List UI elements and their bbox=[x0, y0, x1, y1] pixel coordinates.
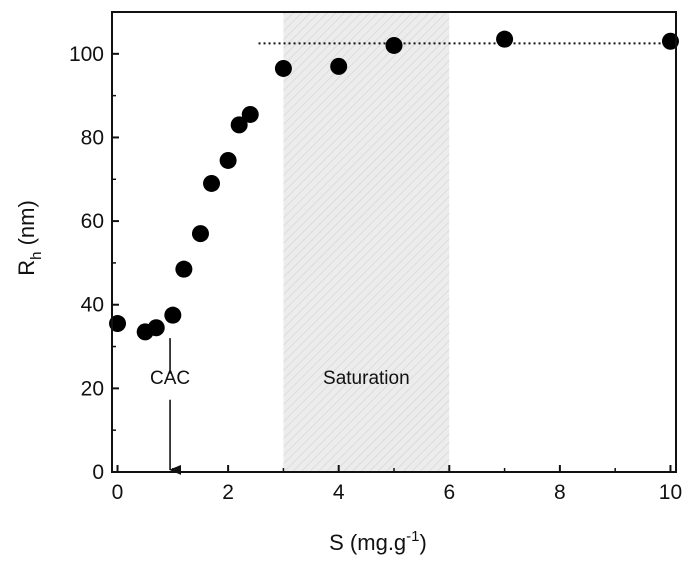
x-tick-label: 6 bbox=[443, 481, 455, 504]
data-point bbox=[219, 151, 237, 169]
data-point bbox=[191, 225, 209, 243]
y-axis-title: Rh (nm) bbox=[14, 200, 45, 276]
saturation-region-layer: Saturation bbox=[283, 12, 450, 472]
y-axis-title-end: (nm) bbox=[14, 200, 39, 251]
y-tick-label: 40 bbox=[81, 294, 104, 317]
x-tick-label: 0 bbox=[112, 481, 124, 504]
y-tick-label: 0 bbox=[92, 461, 104, 484]
y-axis-title-subscript: h bbox=[28, 252, 45, 260]
y-tick-label: 60 bbox=[81, 210, 104, 233]
x-tick-label: 4 bbox=[333, 481, 345, 504]
y-axis-ticks: 0 20 40 60 80 100 bbox=[69, 43, 119, 484]
x-axis-title-end: ) bbox=[420, 530, 427, 555]
data-point bbox=[175, 260, 193, 278]
saturation-label: Saturation bbox=[323, 368, 410, 389]
y-axis-title-main: R bbox=[14, 260, 39, 276]
x-axis-title-superscript: -1 bbox=[406, 528, 419, 545]
data-point bbox=[109, 315, 127, 333]
y-tick-label: 80 bbox=[81, 126, 104, 149]
data-point bbox=[203, 174, 221, 192]
x-tick-label: 10 bbox=[659, 481, 682, 504]
y-tick-label: 20 bbox=[81, 377, 104, 400]
data-point bbox=[496, 30, 514, 48]
data-point bbox=[385, 36, 403, 54]
data-point bbox=[147, 319, 165, 337]
data-point bbox=[274, 59, 292, 77]
data-point bbox=[330, 57, 348, 75]
y-tick-label: 100 bbox=[69, 43, 104, 66]
x-axis-ticks: 0 2 4 6 8 10 bbox=[112, 465, 682, 504]
data-point bbox=[164, 306, 182, 324]
cac-label-background bbox=[144, 373, 197, 400]
annotation-layer: CAC bbox=[144, 338, 197, 475]
saturation-region bbox=[283, 12, 450, 472]
x-axis-title-main: S (mg.g bbox=[329, 530, 406, 555]
data-point bbox=[230, 116, 248, 134]
cac-label: CAC bbox=[150, 368, 190, 389]
data-point bbox=[241, 105, 259, 123]
data-points-layer bbox=[109, 30, 679, 341]
x-axis-title: S (mg.g-1) bbox=[329, 528, 427, 555]
x-tick-label: 2 bbox=[222, 481, 234, 504]
x-tick-label: 8 bbox=[554, 481, 566, 504]
data-point bbox=[661, 32, 679, 50]
